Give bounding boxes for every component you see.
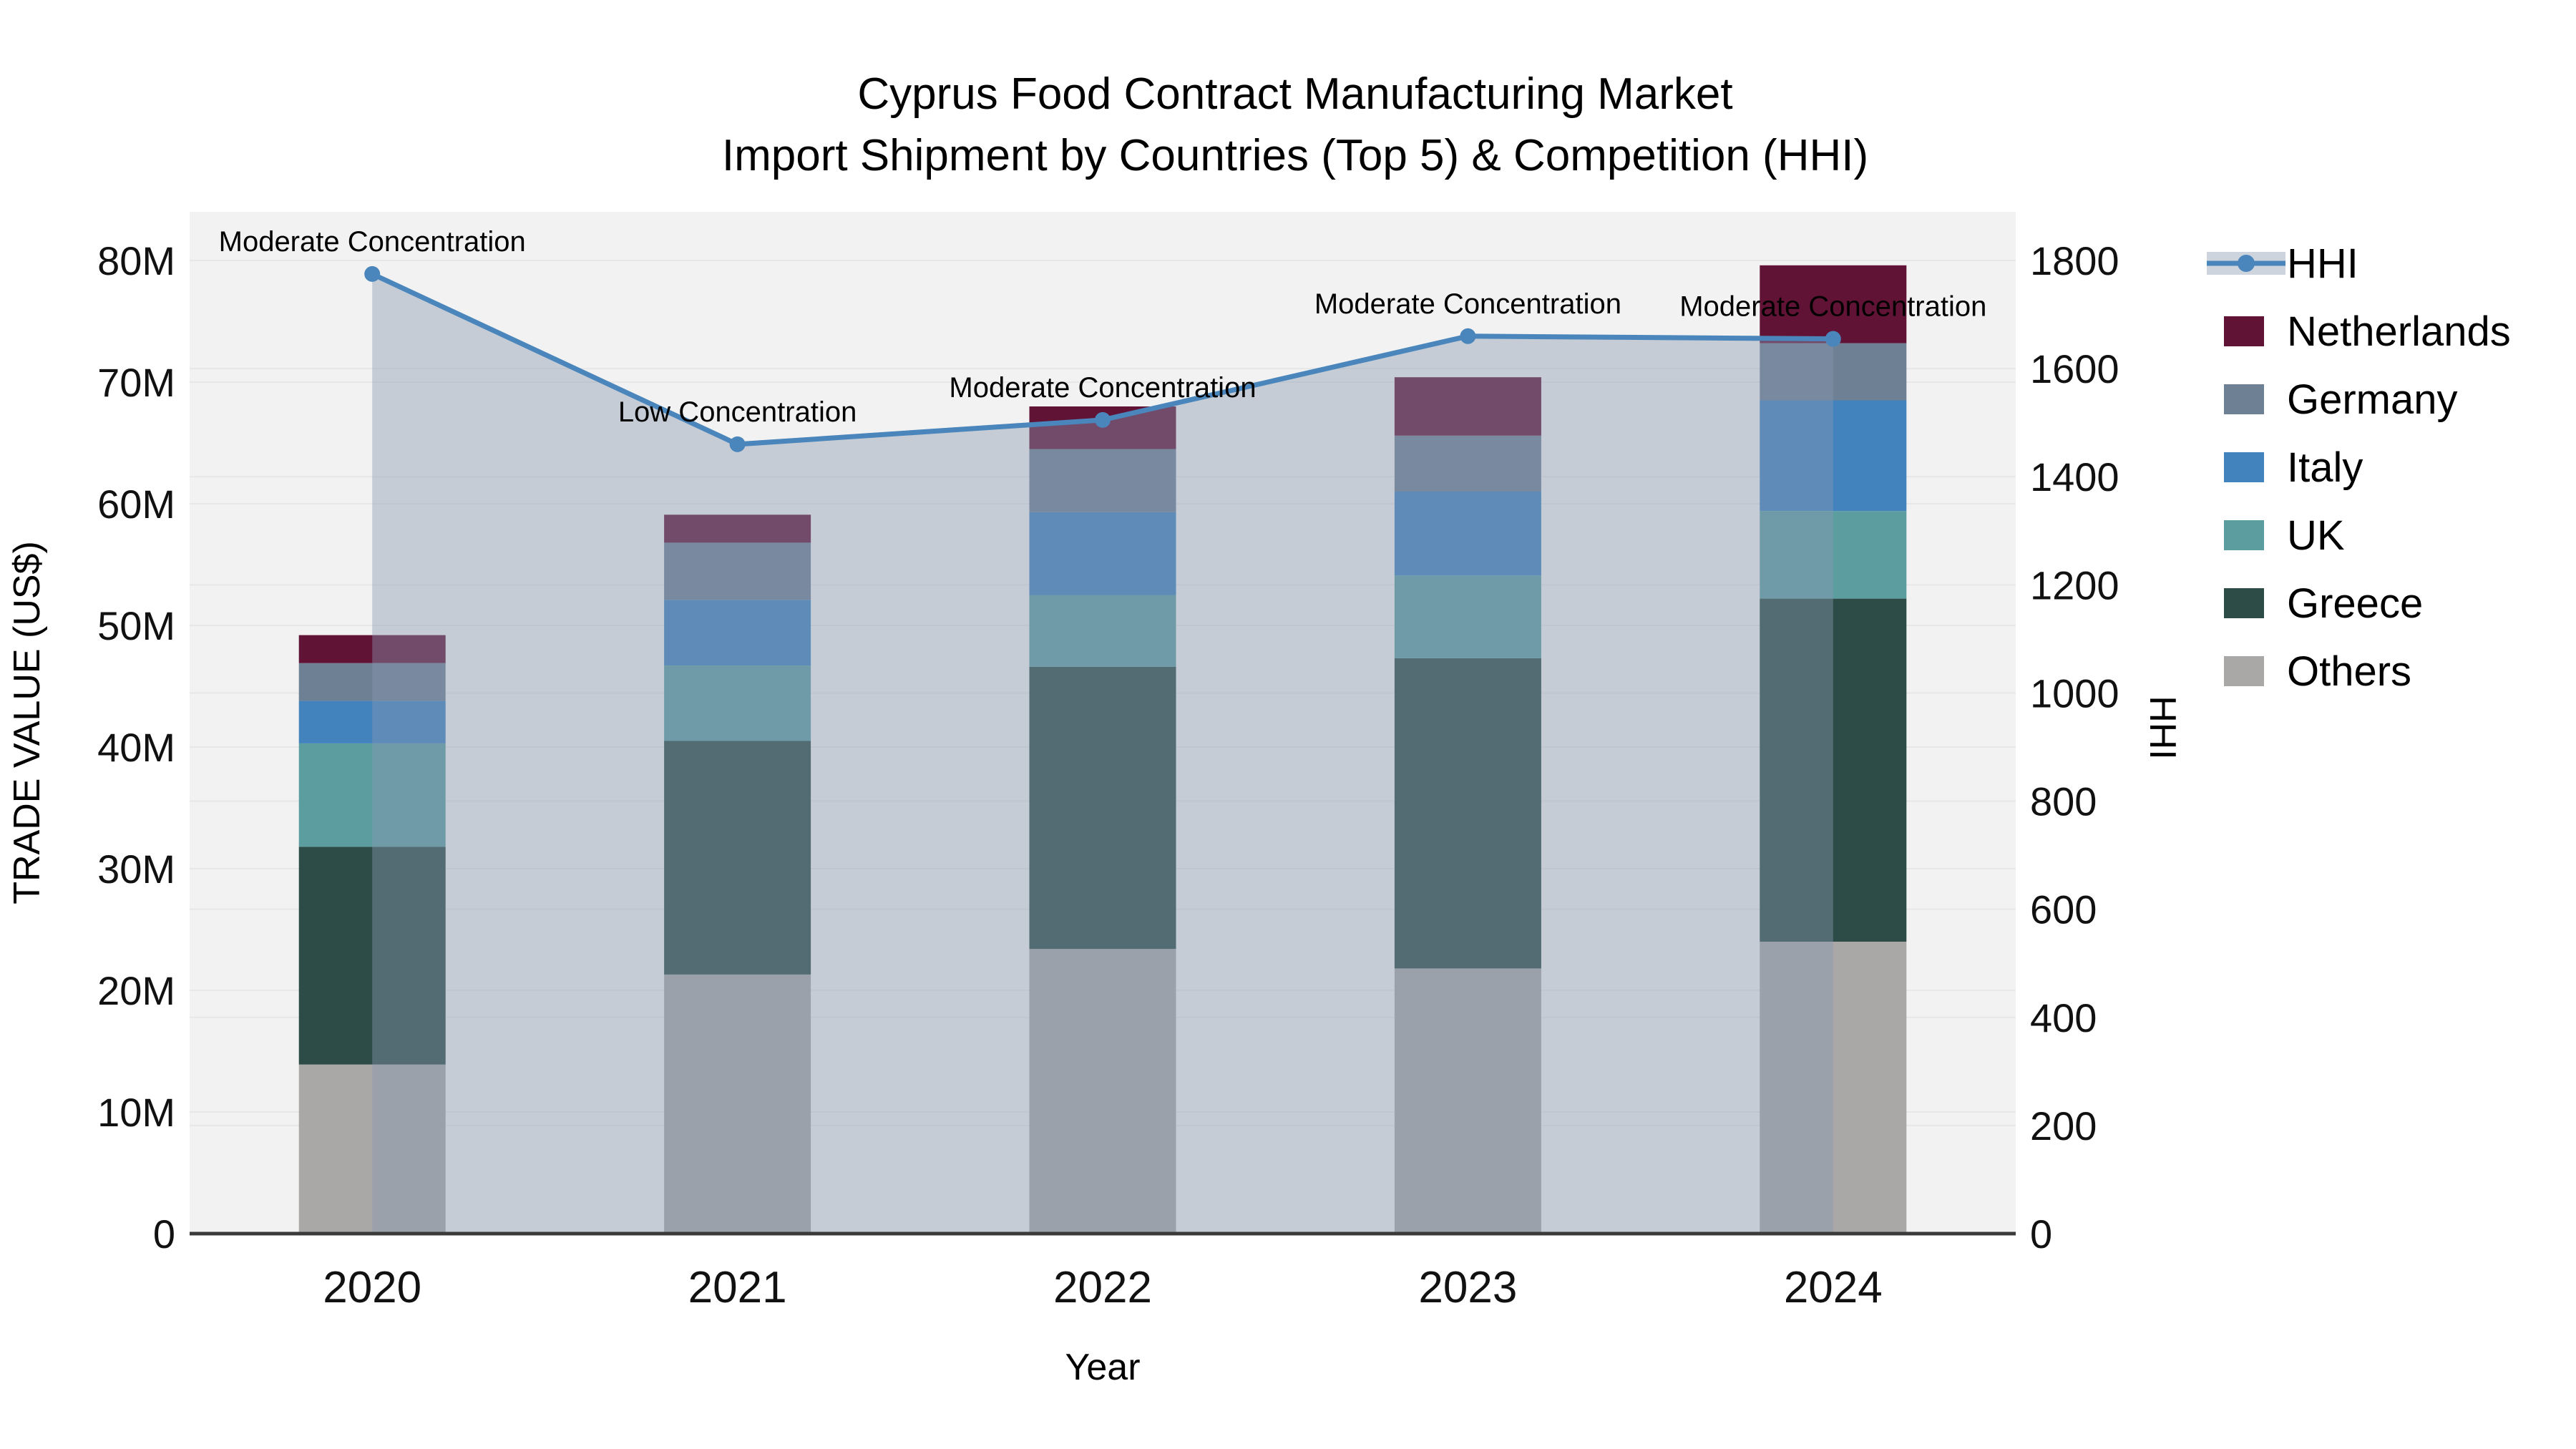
y-left-tick-0: 0 — [153, 1211, 175, 1257]
bar-segment-greece-2023 — [1394, 658, 1541, 969]
y-right-tick-0: 0 — [2030, 1211, 2052, 1257]
bar-segment-uk-2022 — [1029, 595, 1176, 667]
bar-segment-uk-2024 — [1760, 511, 1907, 599]
hhi-annotation-2024: Moderate Concentration — [1679, 291, 1986, 323]
bar-segment-germany-2021 — [664, 542, 811, 600]
chart-title-line2: Import Shipment by Countries (Top 5) & C… — [722, 131, 1868, 180]
hhi-marker-2021 — [729, 436, 746, 452]
y-right-tick-1200: 1200 — [2030, 562, 2119, 608]
bar-segment-uk-2021 — [664, 665, 811, 741]
hhi-annotation-2020: Moderate Concentration — [219, 226, 526, 258]
x-tick-2021: 2021 — [688, 1263, 787, 1312]
bar-segment-italy-2020 — [298, 701, 446, 743]
bar-segment-germany-2020 — [298, 663, 446, 701]
bar-segment-italy-2021 — [664, 600, 811, 666]
y-right-tick-200: 200 — [2030, 1103, 2097, 1148]
hhi-annotation-2023: Moderate Concentration — [1314, 288, 1621, 320]
y-left-tick-80M: 80M — [97, 238, 175, 283]
y-right-tick-600: 600 — [2030, 887, 2097, 932]
y-right-tick-1000: 1000 — [2030, 670, 2119, 716]
y-right-tick-400: 400 — [2030, 995, 2097, 1040]
legend-label-germany: Germany — [2287, 376, 2458, 423]
legend-hhi-marker — [2238, 255, 2255, 272]
y-right-tick-1400: 1400 — [2030, 454, 2119, 499]
hhi-annotation-2021: Low Concentration — [618, 396, 857, 428]
axis-layer: 0 10M 20M 30M 40M 50M 60M 70M 80M 0 200 400 600 800 10… — [97, 238, 2119, 1312]
hhi-line-layer — [364, 265, 1841, 452]
bar-segment-germany-2024 — [1760, 343, 1907, 401]
legend-swatch-netherlands — [2224, 316, 2264, 346]
bar-segment-italy-2023 — [1394, 492, 1541, 576]
y-left-tick-30M: 30M — [97, 847, 175, 892]
x-tick-2023: 2023 — [1418, 1263, 1517, 1312]
bar-segment-greece-2024 — [1760, 598, 1907, 942]
legend-layer: HHI Netherlands Germany Italy UK Greece Others — [2207, 240, 2511, 695]
y-right-tick-1800: 1800 — [2030, 238, 2119, 283]
legend-swatch-germany — [2224, 384, 2264, 414]
bar-segment-italy-2024 — [1760, 400, 1907, 512]
bar-segment-greece-2020 — [298, 847, 446, 1065]
legend-swatch-greece — [2224, 588, 2264, 618]
legend-label-uk: UK — [2287, 512, 2345, 559]
bar-segment-netherlands-2020 — [298, 635, 446, 663]
bar-segment-uk-2020 — [298, 743, 446, 847]
bar-segment-others-2022 — [1029, 949, 1176, 1234]
legend-swatch-italy — [2224, 452, 2264, 482]
bar-segment-germany-2022 — [1029, 449, 1176, 512]
bar-segment-greece-2022 — [1029, 666, 1176, 950]
x-tick-2022: 2022 — [1053, 1263, 1152, 1312]
legend-label-hhi: HHI — [2287, 240, 2358, 287]
hhi-marker-2020 — [364, 265, 381, 282]
legend-label-others: Others — [2287, 648, 2411, 695]
hhi-annotation-2022: Moderate Concentration — [949, 372, 1256, 404]
y-left-tick-50M: 50M — [97, 603, 175, 648]
y-left-axis-label: TRADE VALUE (US$) — [6, 541, 48, 904]
bar-segment-italy-2022 — [1029, 512, 1176, 595]
hhi-marker-2024 — [1825, 331, 1841, 347]
hhi-marker-2023 — [1460, 328, 1476, 344]
y-right-axis-label: HHI — [2142, 696, 2183, 760]
x-tick-2020: 2020 — [323, 1263, 421, 1312]
bar-segment-netherlands-2024 — [1760, 265, 1907, 343]
stacked-bars-layer — [298, 265, 1907, 1234]
chart-title-line1: Cyprus Food Contract Manufacturing Marke… — [857, 69, 1732, 119]
bar-segment-germany-2023 — [1394, 435, 1541, 492]
y-right-tick-800: 800 — [2030, 779, 2097, 824]
y-left-tick-70M: 70M — [97, 360, 175, 405]
y-left-tick-60M: 60M — [97, 482, 175, 527]
x-axis-label: Year — [1065, 1347, 1140, 1388]
legend-label-netherlands: Netherlands — [2287, 308, 2511, 355]
y-left-tick-20M: 20M — [97, 968, 175, 1013]
legend-label-greece: Greece — [2287, 580, 2423, 627]
hhi-area-fill — [372, 273, 1833, 1234]
bar-segment-greece-2021 — [664, 741, 811, 975]
legend-swatch-uk — [2224, 520, 2264, 550]
hhi-area-fill-layer — [372, 273, 1833, 1234]
hhi-marker-2022 — [1095, 411, 1111, 428]
bar-segment-others-2023 — [1394, 968, 1541, 1234]
legend-label-italy: Italy — [2287, 444, 2363, 491]
x-tick-2024: 2024 — [1784, 1263, 1883, 1312]
legend-swatch-others — [2224, 656, 2264, 686]
y-left-tick-10M: 10M — [97, 1090, 175, 1135]
bar-segment-uk-2023 — [1394, 575, 1541, 658]
bar-segment-netherlands-2021 — [664, 514, 811, 543]
y-right-tick-1600: 1600 — [2030, 346, 2119, 391]
annotation-layer: Moderate Concentration Low Concentration M… — [219, 226, 1987, 428]
bar-segment-others-2024 — [1760, 942, 1907, 1234]
y-left-tick-40M: 40M — [97, 725, 175, 770]
bar-segment-others-2020 — [298, 1064, 446, 1234]
bar-segment-others-2021 — [664, 974, 811, 1234]
bar-segment-netherlands-2023 — [1394, 377, 1541, 436]
